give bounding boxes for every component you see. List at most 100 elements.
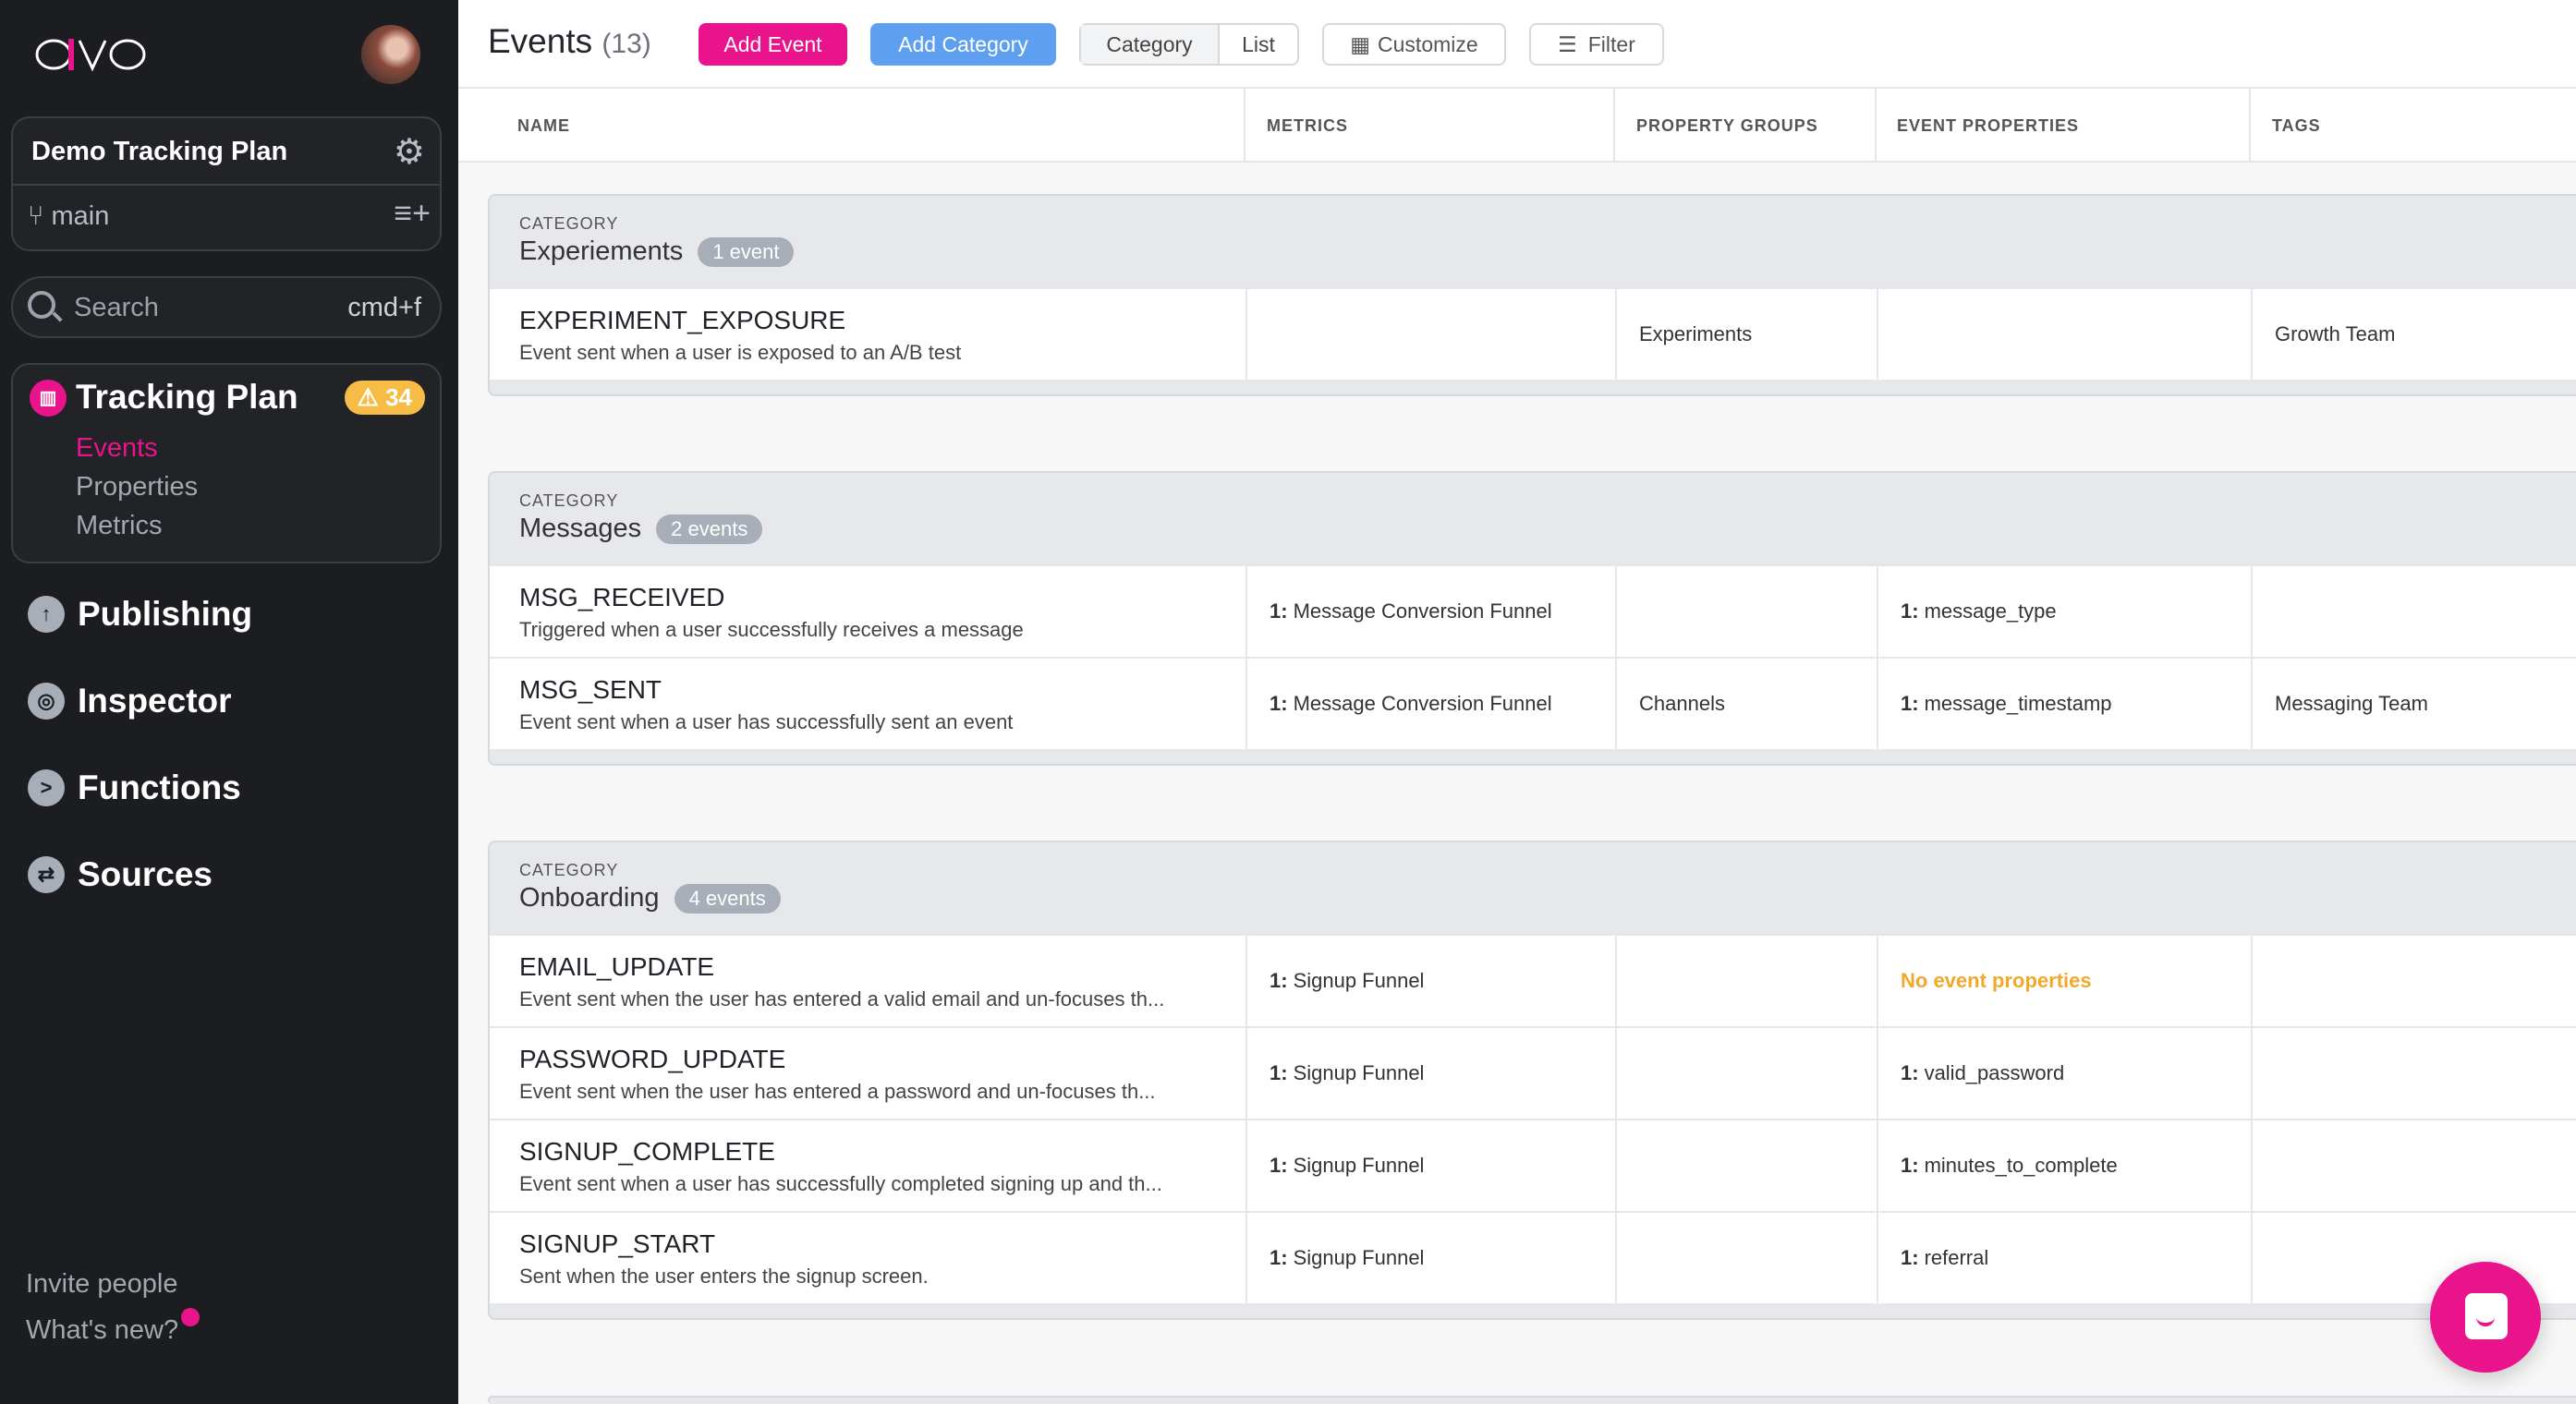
- metrics-value[interactable]: Message Conversion Funnel: [1293, 692, 1552, 715]
- property-groups-cell: [1615, 1213, 1877, 1303]
- warning-icon: ⚠: [357, 383, 386, 411]
- metrics-value[interactable]: Signup Funnel: [1293, 1061, 1425, 1084]
- invite-people-link[interactable]: Invite people: [26, 1269, 178, 1299]
- add-event-button[interactable]: Add Event: [699, 23, 847, 66]
- title-text: Events: [488, 22, 593, 60]
- column-name[interactable]: NAME: [517, 116, 570, 135]
- sidebar-item-inspector[interactable]: ◎ Inspector: [28, 682, 232, 720]
- column-tags[interactable]: TAGS: [2272, 116, 2321, 135]
- event-name[interactable]: SIGNUP_START: [519, 1229, 716, 1258]
- filter-button[interactable]: ☰ Filter: [1529, 23, 1664, 66]
- customize-button[interactable]: ▦ Customize: [1322, 23, 1506, 66]
- nav-label: Functions: [78, 769, 241, 806]
- gear-icon[interactable]: ⚙: [393, 133, 425, 172]
- metrics-cell: 1: Message Conversion Funnel: [1245, 566, 1615, 657]
- sidebar-item-publishing[interactable]: ↑ Publishing: [28, 595, 252, 634]
- event-properties-value[interactable]: valid_password: [1924, 1061, 2065, 1084]
- metrics-value[interactable]: Signup Funnel: [1293, 969, 1425, 992]
- metrics-value[interactable]: Message Conversion Funnel: [1293, 599, 1552, 623]
- tags-value[interactable]: Growth Team: [2275, 322, 2396, 345]
- metrics-value[interactable]: Signup Funnel: [1293, 1154, 1425, 1177]
- event-description: Event sent when the user has entered a v…: [519, 987, 1165, 1011]
- table-row[interactable]: EXPERIMENT_EXPOSURE Event sent when a use…: [490, 287, 2576, 380]
- event-properties-value[interactable]: referral: [1924, 1246, 1989, 1269]
- event-description: Event sent when a user is exposed to an …: [519, 341, 962, 364]
- category-label: CATEGORY: [519, 214, 619, 233]
- table-row[interactable]: EMAIL_UPDATE Event sent when the user has…: [490, 934, 2576, 1026]
- inspector-icon: ◎: [28, 683, 65, 720]
- event-name[interactable]: MSG_SENT: [519, 675, 662, 704]
- user-avatar[interactable]: [361, 25, 420, 84]
- project-name[interactable]: Demo Tracking Plan: [31, 137, 288, 166]
- sidebar-item-properties[interactable]: Properties: [76, 472, 199, 502]
- search-placeholder: Search: [74, 293, 159, 322]
- metrics-value[interactable]: Signup Funnel: [1293, 1246, 1425, 1269]
- tags-value[interactable]: Messaging Team: [2275, 692, 2428, 715]
- event-name[interactable]: SIGNUP_COMPLETE: [519, 1137, 775, 1166]
- view-list-button[interactable]: List: [1242, 31, 1275, 56]
- event-description: Event sent when the user has entered a p…: [519, 1080, 1156, 1103]
- property-groups-value[interactable]: Experiments: [1639, 322, 1753, 345]
- metrics-cell: 1: Signup Funnel: [1245, 1120, 1615, 1211]
- view-toggle: Category List: [1079, 23, 1299, 66]
- category-title[interactable]: Onboarding: [519, 883, 660, 913]
- property-groups-value[interactable]: Channels: [1639, 692, 1725, 715]
- column-metrics[interactable]: METRICS: [1267, 116, 1348, 135]
- add-branch-icon[interactable]: ≡+: [394, 196, 431, 231]
- event-name[interactable]: PASSWORD_UPDATE: [519, 1045, 786, 1073]
- column-event-properties[interactable]: EVENT PROPERTIES: [1897, 116, 2080, 135]
- table-icon: ▦: [1350, 31, 1371, 56]
- tags-cell: [2251, 1028, 2576, 1119]
- nav-label: Inspector: [78, 682, 232, 720]
- category-header[interactable]: CATEGORY Experiements 1 event: [490, 196, 2576, 287]
- page-title: Events (13): [488, 22, 651, 61]
- chat-button[interactable]: [2430, 1262, 2541, 1373]
- divider: [1875, 89, 1877, 163]
- sidebar-item-functions[interactable]: > Functions: [28, 769, 241, 807]
- tracking-plan-section: ▥ Tracking Plan ⚠ 34 Events Properties M…: [11, 363, 442, 563]
- category-title[interactable]: Experiements: [519, 236, 684, 266]
- branch-icon: ⑂: [28, 201, 52, 231]
- terminal-icon: >: [28, 769, 65, 806]
- category-title[interactable]: Messages: [519, 514, 642, 543]
- event-description: Event sent when a user has successfully …: [519, 1172, 1162, 1195]
- category-header[interactable]: CATEGORY Messages 2 events: [490, 473, 2576, 564]
- category-header[interactable]: CATEGORY Onboarding 4 events: [490, 842, 2576, 934]
- column-property-groups[interactable]: PROPERTY GROUPS: [1636, 116, 1818, 135]
- branch-selector[interactable]: ⑂ main: [28, 201, 109, 232]
- metrics-cell: 1: Message Conversion Funnel: [1245, 659, 1615, 749]
- sidebar-item-events[interactable]: Events: [76, 433, 158, 463]
- event-properties-value[interactable]: minutes_to_complete: [1924, 1154, 2118, 1177]
- search-input[interactable]: Search cmd+f: [11, 276, 442, 338]
- sidebar-item-sources[interactable]: ⇄ Sources: [28, 855, 213, 894]
- table-row[interactable]: SIGNUP_COMPLETE Event sent when a user ha…: [490, 1119, 2576, 1211]
- tags-cell: [2251, 1213, 2576, 1303]
- table-row[interactable]: PASSWORD_UPDATE Event sent when the user …: [490, 1026, 2576, 1119]
- event-name[interactable]: EMAIL_UPDATE: [519, 952, 715, 981]
- warning-badge[interactable]: ⚠ 34: [344, 381, 425, 415]
- avo-logo[interactable]: [33, 31, 148, 78]
- event-name[interactable]: EXPERIMENT_EXPOSURE: [519, 306, 846, 334]
- whats-new-link[interactable]: What's new?: [26, 1315, 179, 1345]
- event-properties-value[interactable]: message_type: [1924, 599, 2057, 623]
- table-row[interactable]: SIGNUP_START Sent when the user enters th…: [490, 1211, 2576, 1303]
- filter-label: Filter: [1587, 31, 1635, 56]
- event-name[interactable]: MSG_RECEIVED: [519, 583, 725, 611]
- list-count: 1:: [1270, 1154, 1288, 1177]
- add-category-button[interactable]: Add Category: [870, 23, 1056, 66]
- main-content: Events (13) Add Event Add Category Categ…: [458, 0, 2576, 1404]
- list-count: 1:: [1901, 1061, 1919, 1084]
- view-category-button[interactable]: Category: [1081, 25, 1220, 64]
- tracking-plan-title[interactable]: Tracking Plan: [76, 378, 298, 416]
- sidebar-item-metrics[interactable]: Metrics: [76, 511, 163, 540]
- table-header: NAME METRICS PROPERTY GROUPS EVENT PROPE…: [458, 89, 2576, 163]
- tags-cell: [2251, 566, 2576, 657]
- tags-cell: Growth Team: [2251, 289, 2576, 380]
- table-row[interactable]: MSG_RECEIVED Triggered when a user succes…: [490, 564, 2576, 657]
- table-row[interactable]: MSG_SENT Event sent when a user has succe…: [490, 657, 2576, 749]
- customize-label: Customize: [1378, 31, 1478, 56]
- nav-label: Sources: [78, 855, 213, 893]
- tags-cell: [2251, 936, 2576, 1026]
- tags-cell: Messaging Team: [2251, 659, 2576, 749]
- event-properties-value[interactable]: message_timestamp: [1924, 692, 2112, 715]
